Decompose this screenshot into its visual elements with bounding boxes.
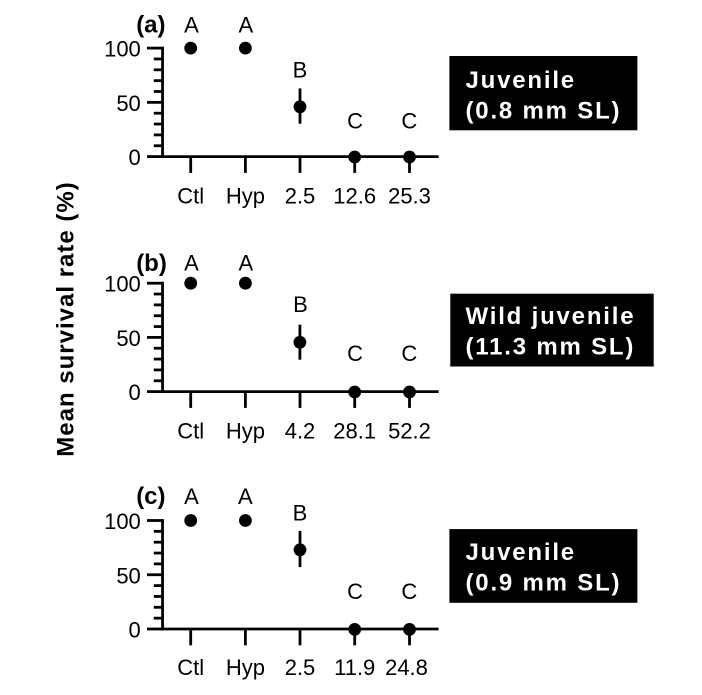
svg-text:C: C xyxy=(347,109,363,134)
svg-text:C: C xyxy=(401,341,417,366)
svg-text:Juvenile: Juvenile xyxy=(466,67,576,94)
svg-text:Hyp: Hyp xyxy=(226,418,265,443)
svg-text:11.9: 11.9 xyxy=(334,655,375,680)
svg-text:A: A xyxy=(238,484,253,509)
svg-text:C: C xyxy=(347,579,363,604)
svg-text:50: 50 xyxy=(116,91,140,116)
svg-text:0: 0 xyxy=(129,380,141,405)
svg-text:50: 50 xyxy=(116,326,140,351)
svg-text:0: 0 xyxy=(129,145,141,170)
svg-text:B: B xyxy=(293,58,308,83)
svg-text:A: A xyxy=(184,12,199,37)
svg-text:52.2: 52.2 xyxy=(388,418,431,443)
svg-text:A: A xyxy=(184,251,199,276)
svg-text:Ctl: Ctl xyxy=(177,184,204,209)
svg-text:(0.9 mm SL): (0.9 mm SL) xyxy=(466,570,622,597)
svg-text:24.8: 24.8 xyxy=(385,655,428,680)
svg-text:(b): (b) xyxy=(136,250,167,277)
svg-text:100: 100 xyxy=(104,509,141,534)
svg-text:0: 0 xyxy=(129,618,141,643)
svg-text:C: C xyxy=(347,341,363,366)
svg-text:100: 100 xyxy=(104,37,141,62)
svg-text:4.2: 4.2 xyxy=(285,418,316,443)
svg-text:B: B xyxy=(293,501,308,526)
svg-text:Juvenile: Juvenile xyxy=(466,539,576,566)
svg-text:12.6: 12.6 xyxy=(333,184,376,209)
svg-text:C: C xyxy=(401,109,417,134)
svg-text:(c): (c) xyxy=(136,483,165,510)
svg-text:A: A xyxy=(238,251,253,276)
svg-text:Mean survival rate (%): Mean survival rate (%) xyxy=(53,181,80,456)
svg-text:25.3: 25.3 xyxy=(388,184,431,209)
svg-text:50: 50 xyxy=(116,563,140,588)
svg-text:Hyp: Hyp xyxy=(226,655,265,680)
svg-text:A: A xyxy=(184,484,199,509)
svg-text:Wild juvenile: Wild juvenile xyxy=(466,303,636,330)
svg-text:A: A xyxy=(238,12,253,37)
svg-text:Ctl: Ctl xyxy=(177,418,204,443)
svg-text:Hyp: Hyp xyxy=(226,184,265,209)
svg-text:28.1: 28.1 xyxy=(333,418,376,443)
svg-text:(a): (a) xyxy=(136,12,165,39)
svg-text:C: C xyxy=(401,579,417,604)
svg-text:(0.8 mm SL): (0.8 mm SL) xyxy=(466,98,622,125)
svg-text:(11.3 mm SL): (11.3 mm SL) xyxy=(466,334,636,361)
svg-text:B: B xyxy=(293,292,308,317)
svg-text:2.5: 2.5 xyxy=(285,655,316,680)
svg-text:Ctl: Ctl xyxy=(177,655,204,680)
svg-text:100: 100 xyxy=(104,272,141,297)
svg-text:2.5: 2.5 xyxy=(285,184,316,209)
